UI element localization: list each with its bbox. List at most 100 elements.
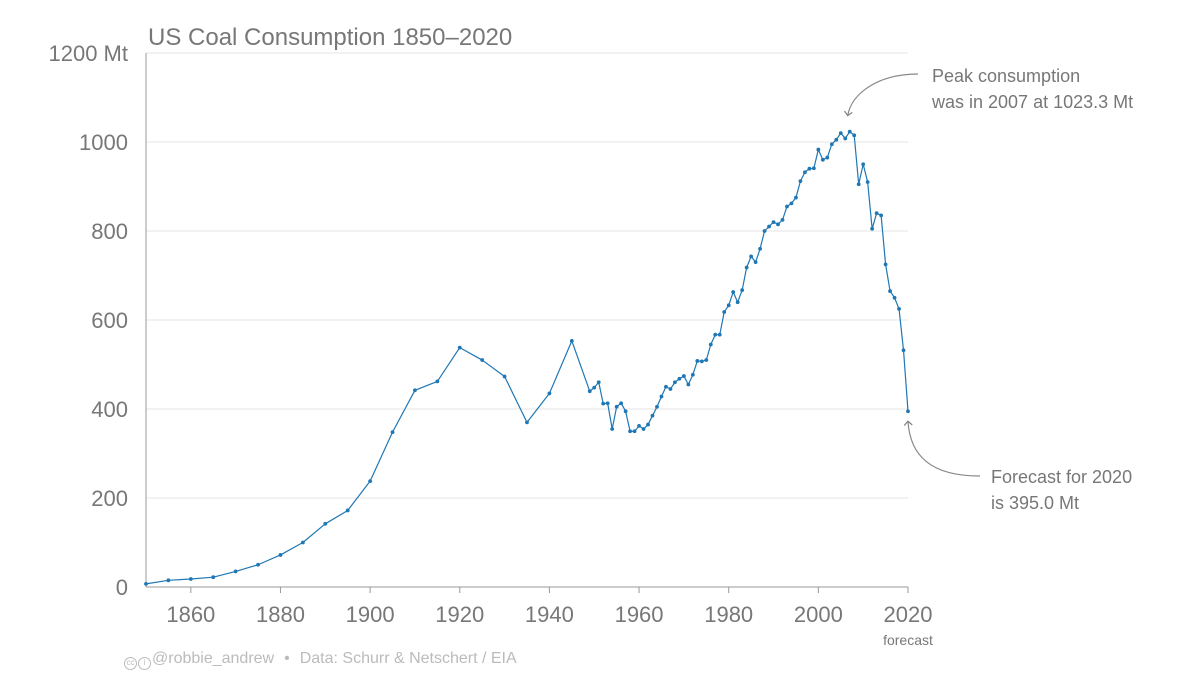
data-point-2006 [843, 136, 848, 141]
data-point-2002 [825, 155, 830, 160]
data-point-1974 [699, 359, 704, 364]
data-point-2014 [879, 213, 884, 218]
data-point-1935 [525, 420, 529, 425]
data-point-2001 [820, 157, 825, 162]
x-tick-label-1900: 1900 [346, 602, 395, 627]
data-point-1983 [740, 288, 745, 293]
data-point-1993 [785, 204, 789, 209]
x-tick-label-1980: 1980 [704, 602, 753, 627]
data-point-1985 [749, 254, 754, 259]
data-point-1915 [435, 379, 440, 384]
data-point-2005 [838, 131, 843, 136]
data-point-2015 [883, 262, 888, 267]
data-point-2012 [870, 226, 875, 231]
data-point-1981 [731, 290, 736, 294]
data-point-1960 [637, 424, 641, 428]
creative-commons-icon: cc [124, 657, 137, 670]
data-point-2003 [829, 142, 834, 147]
data-point-1987 [758, 246, 762, 251]
forecast-tick-sublabel: forecast [883, 632, 933, 648]
data-point-1890 [323, 521, 328, 526]
data-point-1977 [713, 332, 718, 337]
x-tick-label-1960: 1960 [615, 602, 664, 627]
data-point-2018 [897, 306, 901, 311]
x-tick-label-2020: 2020 [884, 602, 933, 627]
data-point-2000 [816, 147, 821, 152]
data-point-1870 [233, 569, 238, 574]
data-point-1963 [650, 413, 655, 418]
data-point-1975 [704, 358, 709, 362]
peak-annotation-line2: was in 2007 at 1023.3 Mt [931, 92, 1133, 112]
data-point-1940 [547, 391, 552, 396]
data-point-1958 [628, 429, 632, 434]
attribution-icon: i [138, 657, 151, 670]
data-point-1990 [771, 220, 776, 225]
y-tick-label-1000: 1000 [79, 130, 128, 155]
x-tick-label-1940: 1940 [525, 602, 574, 627]
data-point-2019 [901, 348, 906, 353]
y-tick-label-200: 200 [91, 486, 128, 511]
data-point-1865 [211, 575, 216, 580]
data-point-1952 [601, 401, 606, 406]
data-point-1955 [614, 404, 619, 409]
coal-consumption-line [145, 131, 909, 585]
data-point-2020 [906, 409, 910, 414]
data-point-1982 [735, 300, 740, 305]
data-point-1860 [188, 577, 193, 581]
data-point-1979 [722, 310, 727, 314]
data-point-1950 [592, 385, 597, 390]
data-point-1978 [717, 332, 722, 337]
data-point-1945 [569, 339, 574, 343]
x-tick-label-1920: 1920 [435, 602, 484, 627]
data-point-1962 [646, 422, 650, 427]
data-point-1976 [708, 342, 713, 347]
data-point-2007 [847, 129, 852, 134]
data-point-2016 [888, 289, 892, 293]
data-point-1905 [390, 430, 395, 435]
data-point-1992 [780, 217, 785, 222]
data-point-1850 [144, 581, 148, 586]
forecast-annotation-line2: is 395.0 Mt [991, 493, 1079, 513]
axes: 0 200 400 600 800 1000 1200 Mt 1860 1880 1900 1920… [49, 41, 933, 627]
data-point-1953 [605, 401, 610, 406]
gridlines [146, 52, 908, 499]
data-point-1997 [803, 170, 807, 175]
data-point-1970 [681, 374, 686, 378]
data-point-1986 [753, 260, 758, 265]
x-tick-label-1880: 1880 [256, 602, 305, 627]
data-point-1951 [596, 380, 601, 385]
data-point-1980 [726, 303, 731, 308]
peak-annotation-line1: Peak consumption [932, 66, 1080, 86]
x-tick-label-1860: 1860 [166, 602, 215, 627]
data-point-1855 [166, 578, 171, 583]
series-line [144, 129, 910, 586]
footer-author: @robbie_andrew [152, 650, 275, 667]
data-point-1900 [368, 479, 373, 483]
y-tick-label-0: 0 [116, 575, 128, 600]
data-point-2017 [892, 295, 897, 300]
data-point-2008 [852, 133, 857, 138]
data-point-1973 [695, 359, 700, 363]
data-point-2010 [861, 162, 866, 167]
footer-credit: cc i @robbie_andrew • Data: Schurr & Netsche… [124, 650, 517, 670]
y-tick-label-400: 400 [91, 397, 128, 422]
data-point-1885 [300, 540, 305, 545]
data-point-1999 [811, 166, 816, 171]
data-point-1956 [619, 401, 624, 406]
footer-source: Data: Schurr & Netschert / EIA [299, 650, 517, 667]
x-tick-label-2000: 2000 [794, 602, 843, 627]
data-point-1968 [673, 380, 677, 385]
data-point-1994 [789, 201, 794, 206]
data-point-1949 [587, 389, 592, 394]
data-point-1920 [457, 345, 462, 350]
data-point-1971 [686, 382, 691, 387]
data-point-1880 [278, 553, 283, 557]
data-point-1959 [632, 429, 637, 434]
data-point-1969 [677, 376, 682, 381]
data-point-1996 [798, 179, 803, 184]
annotations: Peak consumption was in 2007 at 1023.3 Mt… [843, 66, 1133, 513]
forecast-annotation-arrow [903, 420, 981, 477]
footer-separator: • [284, 650, 290, 667]
data-point-2009 [856, 182, 861, 187]
data-point-1967 [668, 387, 673, 391]
